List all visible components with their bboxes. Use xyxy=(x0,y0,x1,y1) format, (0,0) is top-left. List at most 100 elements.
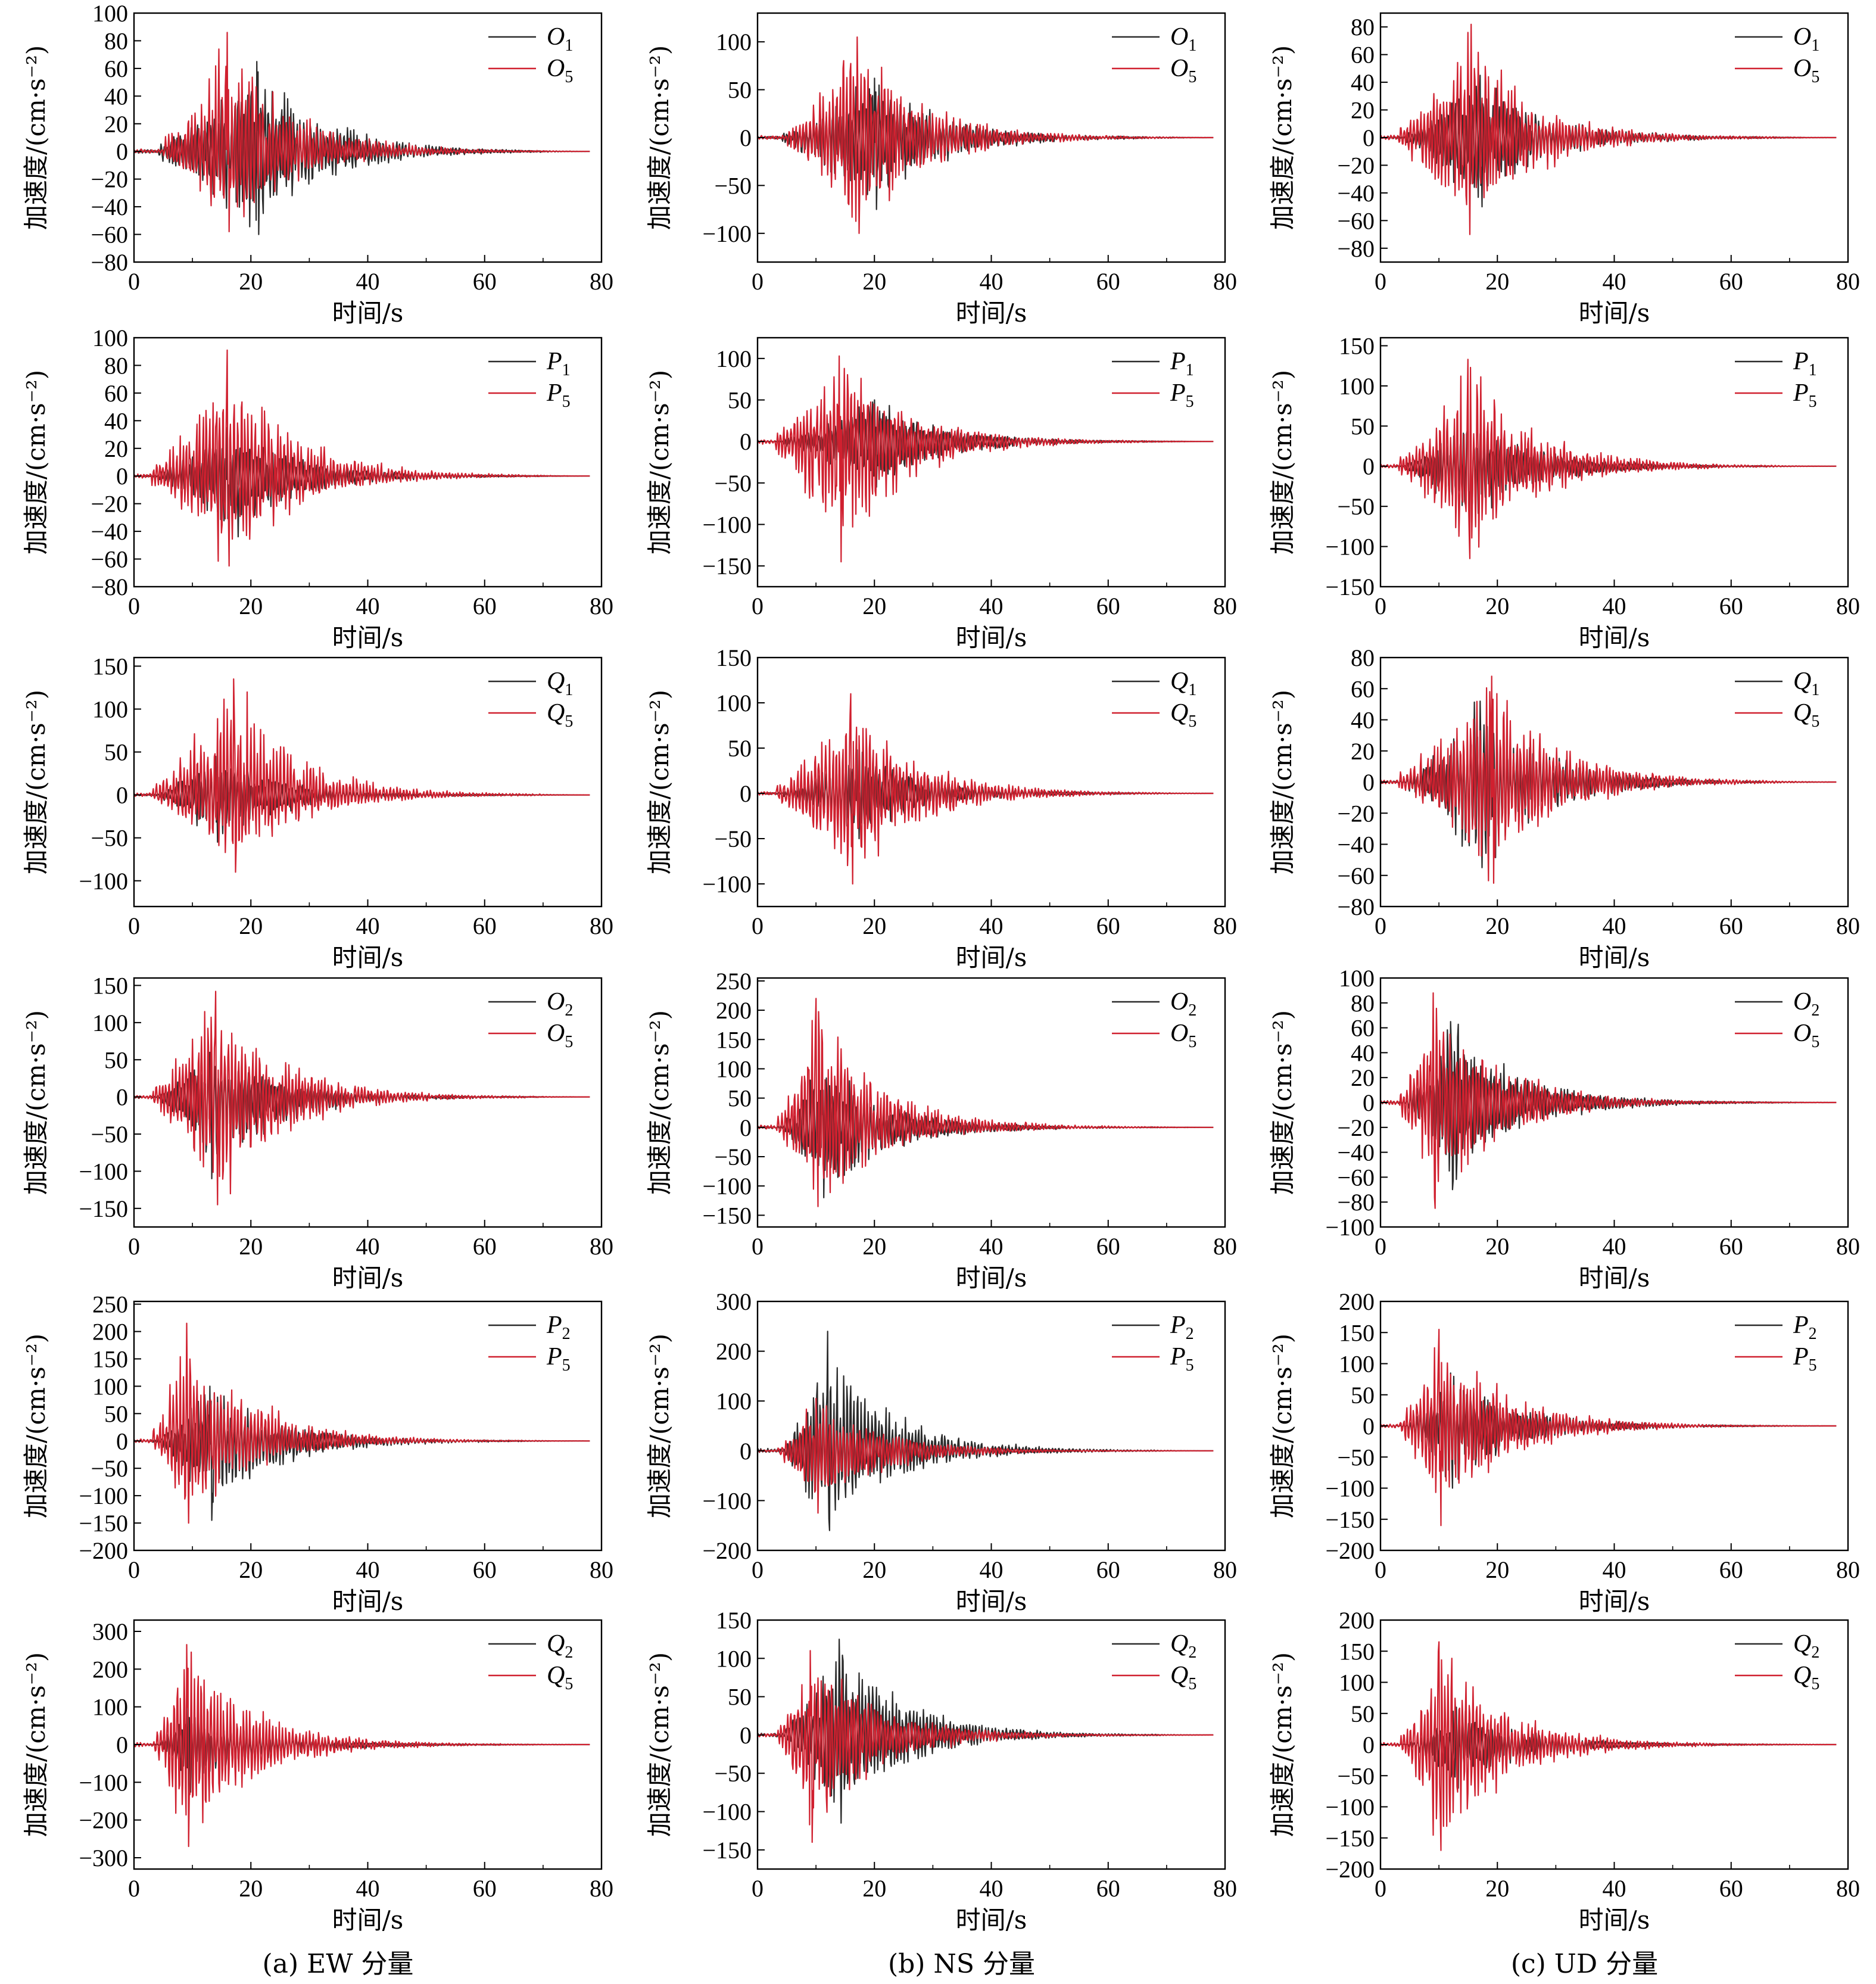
x-axis-title: 时间/s xyxy=(956,623,1027,652)
x-axis-title: 时间/s xyxy=(956,298,1027,328)
y-tick-label: −60 xyxy=(1337,862,1375,889)
x-tick-label: 20 xyxy=(862,1875,886,1902)
y-axis-title: 加速度/(cm·s⁻²) xyxy=(1268,45,1297,230)
y-tick-label: 0 xyxy=(740,780,752,807)
y-axis-title: 加速度/(cm·s⁻²) xyxy=(21,1334,51,1518)
x-axis-title: 时间/s xyxy=(332,1905,404,1935)
x-tick-label: 20 xyxy=(1485,268,1509,295)
y-tick-label: −200 xyxy=(1325,1856,1375,1883)
x-tick-label: 60 xyxy=(473,1556,497,1583)
series-group xyxy=(758,998,1214,1207)
y-axis-title: 加速度/(cm·s⁻²) xyxy=(645,1334,674,1518)
panel-r4-c2: 0 20 40 60 80 −200 −150 −100 −50 0 50 100 150 200 时间/s… xyxy=(1268,1288,1860,1616)
y-tick-label: 150 xyxy=(92,972,128,999)
y-tick-label: 50 xyxy=(104,739,128,766)
x-tick-label: 0 xyxy=(128,1233,140,1260)
series-line-P5 xyxy=(758,1397,1214,1514)
y-tick-label: 200 xyxy=(716,1338,752,1365)
x-axis-title: 时间/s xyxy=(956,1263,1027,1292)
x-tick-label: 80 xyxy=(1213,1556,1237,1583)
x-tick-label: 80 xyxy=(590,912,613,939)
x-tick-label: 60 xyxy=(1719,593,1743,619)
y-tick-label: −200 xyxy=(702,1537,752,1564)
legend-label: Q1 xyxy=(1793,668,1819,699)
y-tick-label: 150 xyxy=(716,644,752,671)
y-tick-label: 100 xyxy=(1339,373,1375,400)
y-tick-label: −100 xyxy=(79,1482,128,1509)
y-tick-label: 200 xyxy=(92,1319,128,1345)
series-group xyxy=(134,1322,590,1524)
y-tick-label: 0 xyxy=(116,138,128,165)
series-line-Q5 xyxy=(758,693,1214,885)
y-tick-label: 200 xyxy=(1339,1288,1375,1315)
y-tick-label: 0 xyxy=(116,782,128,809)
x-tick-label: 0 xyxy=(128,1875,140,1902)
y-tick-label: −50 xyxy=(714,1760,752,1787)
x-tick-label: 80 xyxy=(590,1556,613,1583)
panel-r3-c0: 0 20 40 60 80 −150 −100 −50 0 50 100 150 时间/s 加速度/(cm… xyxy=(21,972,613,1292)
y-tick-label: 300 xyxy=(92,1618,128,1645)
x-axis-title: 时间/s xyxy=(332,623,404,652)
x-tick-label: 0 xyxy=(752,1233,764,1260)
y-tick-label: 100 xyxy=(92,0,128,27)
y-tick-label: 60 xyxy=(1351,42,1375,68)
y-tick-label: 100 xyxy=(716,690,752,717)
y-tick-label: 100 xyxy=(92,1694,128,1721)
y-tick-label: −40 xyxy=(91,194,128,220)
y-tick-label: 150 xyxy=(1339,1319,1375,1346)
legend-label: P2 xyxy=(546,1312,571,1343)
legend-label: P1 xyxy=(546,348,571,379)
y-axis-title: 加速度/(cm·s⁻²) xyxy=(645,1652,674,1837)
x-tick-label: 20 xyxy=(239,912,263,939)
panels-grid: 0 20 40 60 80−80−60−40−20020406080100时间/s加速度… xyxy=(21,0,1860,1935)
x-axis-title: 时间/s xyxy=(1579,943,1650,972)
y-tick-label: −20 xyxy=(91,166,128,193)
y-tick-label: 0 xyxy=(740,1722,752,1749)
plot-frame xyxy=(756,656,1226,908)
panel-r4-c0: 0 20 40 60 80−200−150−100−50050100150200250时… xyxy=(21,1291,613,1616)
y-axis-title: 加速度/(cm·s⁻²) xyxy=(21,1652,51,1837)
x-tick-label: 40 xyxy=(1603,1556,1626,1583)
y-axis-title: 加速度/(cm·s⁻²) xyxy=(645,690,674,874)
legend-label: O1 xyxy=(1170,23,1196,55)
panel-r2-c1: 0 20 40 60 80 −100 −50 0 50 100 150 时间/s 加速度/(cm·s⁻²… xyxy=(645,644,1237,972)
y-tick-label: 200 xyxy=(716,997,752,1024)
series-line-O5 xyxy=(1380,23,1837,235)
legend-label: Q5 xyxy=(1170,699,1196,731)
panel-r2-c0: 0 20 40 60 80 −100 −50 0 50 100 150 时间/s 加速度/(cm·s⁻²… xyxy=(21,653,613,972)
y-tick-label: −80 xyxy=(1337,1189,1375,1216)
y-tick-label: 20 xyxy=(1351,97,1375,124)
y-tick-label: 150 xyxy=(1339,1638,1375,1665)
x-tick-label: 60 xyxy=(1719,1233,1743,1260)
y-axis-title: 加速度/(cm·s⁻²) xyxy=(21,45,51,230)
x-tick-label: 20 xyxy=(862,268,886,295)
y-tick-label: 0 xyxy=(116,1084,128,1111)
x-tick-label: 80 xyxy=(1836,593,1860,619)
x-tick-label: 20 xyxy=(239,1556,263,1583)
series-group xyxy=(758,1331,1214,1531)
series-group xyxy=(1380,992,1837,1209)
y-tick-label: −60 xyxy=(91,222,128,248)
x-tick-label: 60 xyxy=(1719,1875,1743,1902)
y-tick-label: −40 xyxy=(1337,180,1375,207)
x-tick-label: 80 xyxy=(1836,1875,1860,1902)
y-tick-label: 50 xyxy=(1351,1700,1375,1727)
x-tick-label: 40 xyxy=(980,1875,1004,1902)
legend-label: P5 xyxy=(1170,379,1194,411)
x-tick-label: 40 xyxy=(980,593,1004,619)
y-tick-label: 0 xyxy=(116,1428,128,1454)
plot-frame xyxy=(756,337,1226,588)
panel-r0-c0: 0 20 40 60 80−80−60−40−20020406080100时间/s加速度… xyxy=(21,0,613,328)
x-tick-label: 60 xyxy=(1096,1233,1120,1260)
x-tick-label: 0 xyxy=(1375,593,1386,619)
x-tick-label: 20 xyxy=(239,1875,263,1902)
y-axis-title: 加速度/(cm·s⁻²) xyxy=(1268,1652,1297,1837)
y-tick-label: 100 xyxy=(716,1645,752,1672)
